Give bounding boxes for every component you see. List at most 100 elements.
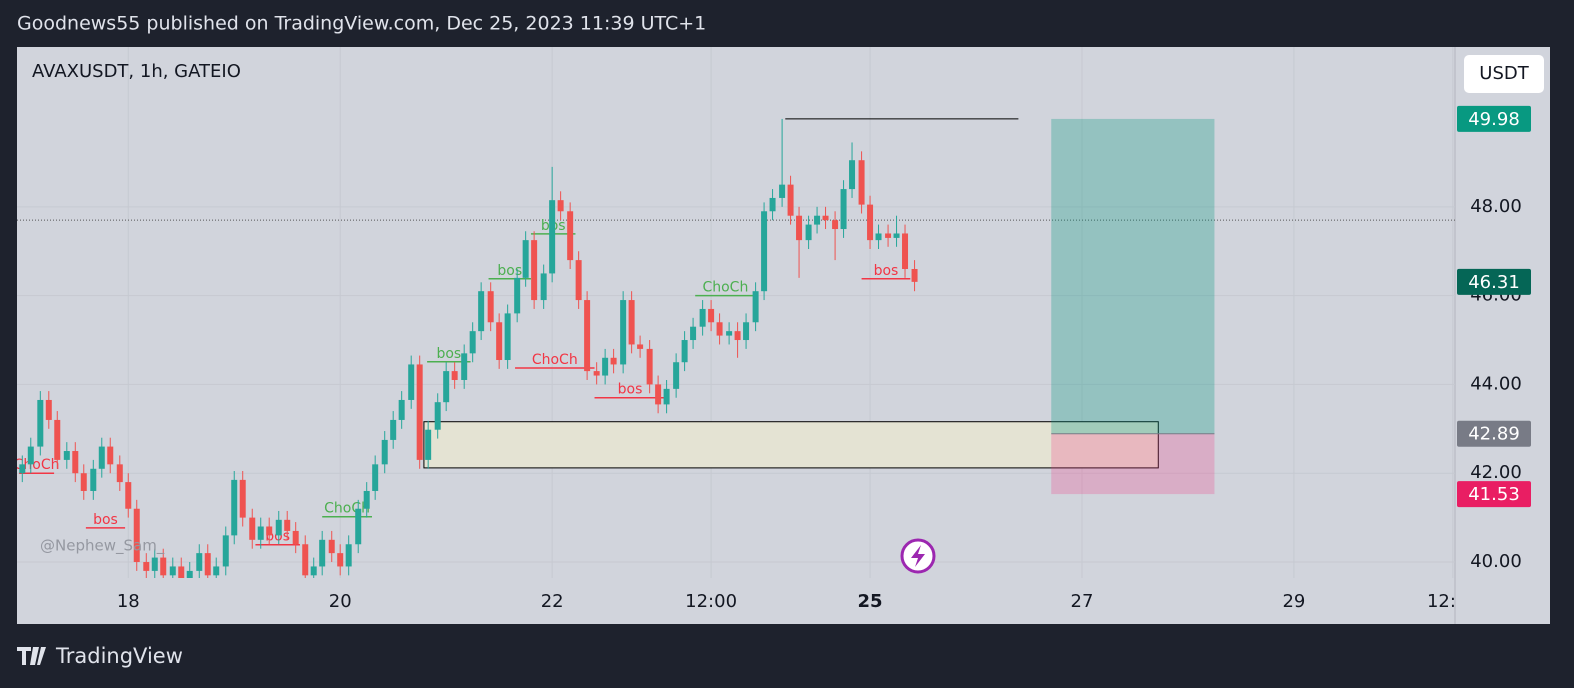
price-label: 41.53	[1468, 484, 1520, 505]
candle-body	[681, 340, 688, 363]
candle-body	[832, 220, 839, 230]
candle-body	[416, 364, 423, 460]
structure-label: ChoCh	[702, 280, 748, 296]
candle-body	[478, 291, 485, 332]
candle-body	[610, 357, 617, 365]
grid	[17, 47, 1455, 578]
symbol-title: AVAXUSDT, 1h, GATEIO	[32, 61, 241, 82]
candle-body	[19, 464, 26, 474]
structure-label: ChoCh	[14, 457, 60, 473]
tradingview-logo	[17, 647, 46, 665]
candle-body	[637, 344, 644, 349]
candle-body	[726, 331, 733, 336]
candle-body	[37, 399, 44, 447]
candle-body	[769, 197, 776, 212]
x-tick-label: 29	[1282, 591, 1305, 612]
candle-body	[575, 260, 582, 301]
candle-body	[761, 211, 768, 292]
candle-body	[275, 519, 282, 536]
candle-body	[398, 399, 405, 420]
candle-body	[328, 539, 335, 554]
candle-body	[805, 224, 812, 241]
candle-body	[734, 331, 741, 341]
candle-body	[372, 464, 379, 491]
candle-body	[337, 553, 344, 567]
price-label-box	[1457, 420, 1531, 447]
candle-body	[911, 268, 918, 282]
structure-label: bos	[93, 512, 118, 528]
price-label: 46.31	[1468, 272, 1520, 293]
candle-body	[302, 544, 309, 576]
currency-label[interactable]: USDT	[1479, 63, 1529, 84]
lightning-icon[interactable]	[900, 538, 936, 574]
candle-body	[496, 322, 503, 361]
candle-body	[143, 562, 150, 571]
candle-body	[196, 553, 203, 571]
candle-body	[451, 371, 458, 380]
candle-body	[222, 535, 229, 567]
candle-body	[45, 399, 52, 420]
candle-body	[646, 348, 653, 385]
candle-body	[858, 160, 865, 205]
candle-body	[867, 204, 874, 241]
candle-body	[310, 566, 317, 576]
candle-body	[355, 508, 362, 545]
demand-zone	[423, 421, 1159, 469]
candle-body	[628, 300, 635, 345]
x-tick-label: 27	[1071, 591, 1094, 612]
candle-body	[593, 371, 600, 376]
candle-body	[902, 233, 909, 269]
candle-body	[514, 277, 521, 314]
structure-label: bos	[497, 263, 522, 279]
plot: ChoChbosbosChoChbosbosbosChoChbosChoChbo…	[14, 118, 1455, 578]
candle-body	[779, 184, 786, 198]
candle-body	[54, 419, 61, 460]
currency-button[interactable]	[1464, 55, 1544, 93]
structure-label: ChoCh	[324, 501, 370, 517]
candle-body	[98, 446, 105, 469]
x-tick-label: 20	[329, 591, 352, 612]
candle-body	[504, 313, 511, 361]
candle-body	[875, 233, 882, 241]
candle-body	[133, 508, 140, 563]
candle-body	[178, 566, 185, 578]
candle-body	[160, 557, 167, 576]
price-label: 42.89	[1468, 424, 1520, 445]
y-tick-label: 44.00	[1470, 373, 1522, 394]
watermark: @Nephew_Sam_	[40, 537, 165, 556]
position-target	[1051, 118, 1215, 434]
structure-label: bos	[436, 346, 461, 362]
candle-body	[169, 566, 176, 576]
candle-body	[116, 464, 123, 483]
candle-body	[292, 530, 299, 545]
candle-body	[443, 371, 450, 403]
price-label-box	[1457, 481, 1531, 508]
candle-body	[840, 189, 847, 230]
candle-body	[266, 526, 273, 536]
candle-body	[125, 482, 132, 509]
candle-body	[345, 544, 352, 567]
candle-body	[151, 557, 158, 571]
candle-body	[27, 446, 34, 465]
candle-body	[425, 429, 432, 460]
candle-body	[522, 240, 529, 278]
candle-body	[461, 353, 468, 380]
candle-body	[655, 384, 662, 405]
candle-body	[673, 362, 680, 389]
candle-body	[663, 388, 670, 405]
candle-body	[620, 300, 627, 365]
candle-body	[822, 215, 829, 221]
candle-body	[72, 451, 79, 474]
candle-body	[885, 233, 892, 238]
candle-body	[487, 291, 494, 323]
x-tick-label: 22	[541, 591, 564, 612]
candle-body	[469, 331, 476, 354]
candle-body	[204, 553, 211, 576]
candle-body	[814, 215, 821, 225]
candle-body	[752, 291, 759, 323]
candle-body	[699, 308, 706, 327]
y-tick-label: 42.00	[1470, 462, 1522, 483]
candle-body	[531, 240, 538, 301]
time-axis: 18 20 22 12:00 25 27 29 12:00	[117, 591, 1455, 612]
candle-body	[390, 419, 397, 440]
